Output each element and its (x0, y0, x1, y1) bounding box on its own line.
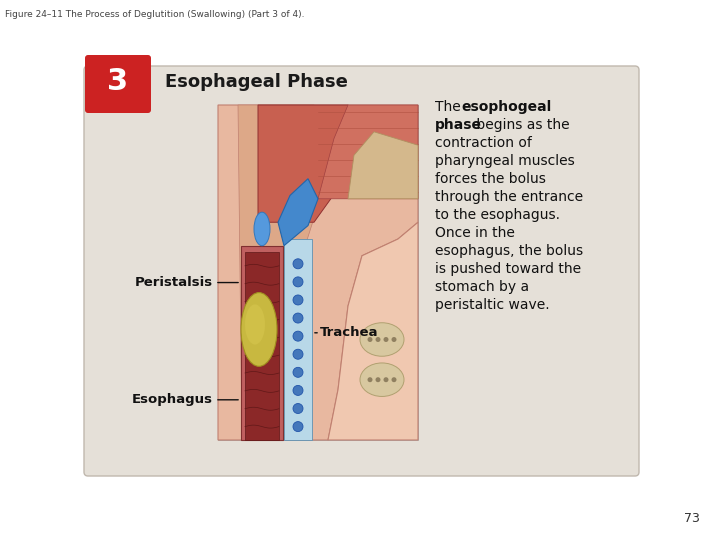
Ellipse shape (254, 212, 270, 246)
Polygon shape (241, 246, 283, 440)
Ellipse shape (360, 323, 404, 356)
Text: stomach by a: stomach by a (435, 280, 529, 294)
Polygon shape (348, 132, 418, 199)
Text: 3: 3 (107, 68, 129, 97)
Circle shape (293, 349, 303, 359)
FancyBboxPatch shape (85, 55, 151, 113)
Text: peristaltic wave.: peristaltic wave. (435, 298, 549, 312)
Ellipse shape (360, 363, 404, 396)
Text: contraction of: contraction of (435, 136, 532, 150)
Circle shape (293, 386, 303, 395)
Ellipse shape (241, 293, 277, 366)
Text: Once in the: Once in the (435, 226, 515, 240)
Text: phase: phase (435, 118, 482, 132)
Circle shape (384, 337, 389, 342)
Circle shape (376, 337, 380, 342)
Circle shape (392, 377, 397, 382)
Polygon shape (278, 179, 318, 246)
Circle shape (293, 313, 303, 323)
Text: The: The (435, 100, 465, 114)
Text: esophagus, the bolus: esophagus, the bolus (435, 244, 583, 258)
Text: Trachea: Trachea (320, 326, 379, 339)
Text: esophogeal: esophogeal (461, 100, 552, 114)
Circle shape (293, 403, 303, 414)
Text: 73: 73 (684, 512, 700, 525)
Circle shape (293, 259, 303, 269)
Circle shape (392, 337, 397, 342)
Circle shape (376, 377, 380, 382)
Polygon shape (218, 105, 418, 440)
Text: Esophagus: Esophagus (132, 393, 213, 406)
FancyBboxPatch shape (84, 66, 639, 476)
Polygon shape (284, 239, 312, 440)
Circle shape (367, 337, 372, 342)
Circle shape (293, 295, 303, 305)
Text: pharyngeal muscles: pharyngeal muscles (435, 154, 575, 168)
Circle shape (384, 377, 389, 382)
Circle shape (293, 331, 303, 341)
Polygon shape (318, 105, 418, 199)
Circle shape (293, 277, 303, 287)
Text: through the entrance: through the entrance (435, 190, 583, 204)
Circle shape (293, 422, 303, 431)
Circle shape (293, 367, 303, 377)
Polygon shape (238, 105, 328, 440)
Polygon shape (258, 105, 358, 222)
Ellipse shape (245, 305, 265, 345)
Circle shape (367, 377, 372, 382)
Text: to the esophagus.: to the esophagus. (435, 208, 560, 222)
Text: forces the bolus: forces the bolus (435, 172, 546, 186)
Text: Peristalsis: Peristalsis (135, 276, 213, 289)
FancyBboxPatch shape (218, 105, 418, 440)
Text: begins as the: begins as the (472, 118, 570, 132)
Text: is pushed toward the: is pushed toward the (435, 262, 581, 276)
Polygon shape (328, 222, 418, 440)
Polygon shape (245, 252, 279, 440)
Text: Figure 24–11 The Process of Deglutition (Swallowing) (Part 3 of 4).: Figure 24–11 The Process of Deglutition … (5, 10, 305, 19)
Text: Esophageal Phase: Esophageal Phase (165, 73, 348, 91)
